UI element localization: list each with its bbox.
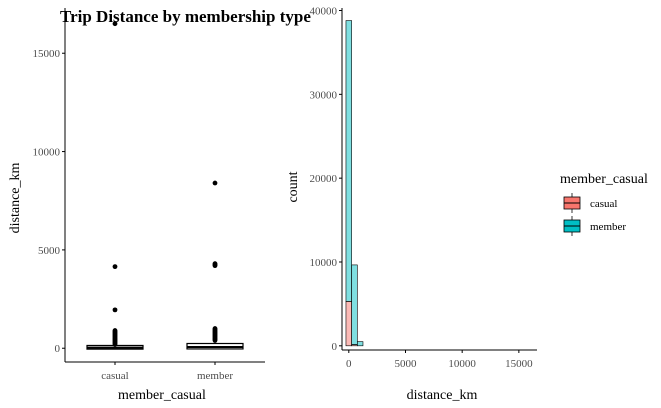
box-outlier-point <box>212 263 218 269</box>
boxplot-marks <box>86 21 244 350</box>
box-casual <box>86 21 144 350</box>
box-outlier-point <box>212 180 218 186</box>
histogram-bar-member <box>357 341 364 347</box>
histogram-x-tick-label: 0 <box>346 358 352 370</box>
boxplot-x-axis-title: member_casual <box>118 388 206 403</box>
histogram-y-tick-label: 0 <box>332 341 338 353</box>
boxplot-y-axis-title: distance_km <box>8 163 23 234</box>
boxplot-x-ticks: casual member <box>101 362 233 382</box>
histogram-x-ticks: 0 5000 10000 15000 <box>346 350 533 370</box>
histogram-panel: 0 10000 20000 30000 40000 0 5000 10000 15000 di… <box>286 6 537 403</box>
histogram-bar-member <box>351 264 358 345</box>
histogram-x-tick-label: 5000 <box>394 358 417 370</box>
chart-title: Trip Distance by membership type <box>60 7 311 26</box>
legend-entry-member: member <box>563 216 626 236</box>
boxplot-y-tick-label: 10000 <box>33 147 61 159</box>
histogram-y-tick-label: 10000 <box>310 257 338 269</box>
box-outlier-point <box>112 341 118 347</box>
histogram-x-tick-label: 15000 <box>505 358 533 370</box>
histogram-y-tick-label: 40000 <box>310 6 338 18</box>
box-member <box>186 180 244 350</box>
boxplot-y-ticks: 0 5000 10000 15000 <box>33 48 65 355</box>
histogram-series-member <box>345 20 364 347</box>
boxplot-y-tick-label: 5000 <box>38 245 61 257</box>
legend: member_casual casual member <box>560 172 648 236</box>
boxplot-x-tick-label: member <box>197 370 233 382</box>
boxplot-x-tick-label: casual <box>101 370 128 382</box>
histogram-bar-casual <box>345 301 352 347</box>
legend-label-member: member <box>590 221 626 233</box>
histogram-y-tick-label: 30000 <box>310 89 338 101</box>
boxplot-y-tick-label: 0 <box>55 343 61 355</box>
legend-title: member_casual <box>560 172 648 187</box>
histogram-y-axis-title: count <box>286 171 301 202</box>
histogram-y-tick-label: 20000 <box>310 173 338 185</box>
legend-entries: casual member <box>563 193 626 236</box>
histogram-x-tick-label: 10000 <box>448 358 476 370</box>
boxplot-panel: 0 5000 10000 15000 casual member member_casu… <box>8 8 265 403</box>
histogram-bars <box>345 20 364 347</box>
box-outlier-point <box>112 307 118 313</box>
legend-entry-casual: casual <box>563 193 617 213</box>
histogram-y-ticks: 0 10000 20000 30000 40000 <box>310 6 342 353</box>
legend-label-casual: casual <box>590 198 617 210</box>
histogram-x-axis-title: distance_km <box>407 388 478 403</box>
boxplot-y-tick-label: 15000 <box>33 48 61 60</box>
box-outlier-point <box>112 264 118 270</box>
box-outlier-point <box>212 337 218 343</box>
histogram-bar-member <box>345 20 352 302</box>
box-outlier-point <box>112 21 118 27</box>
